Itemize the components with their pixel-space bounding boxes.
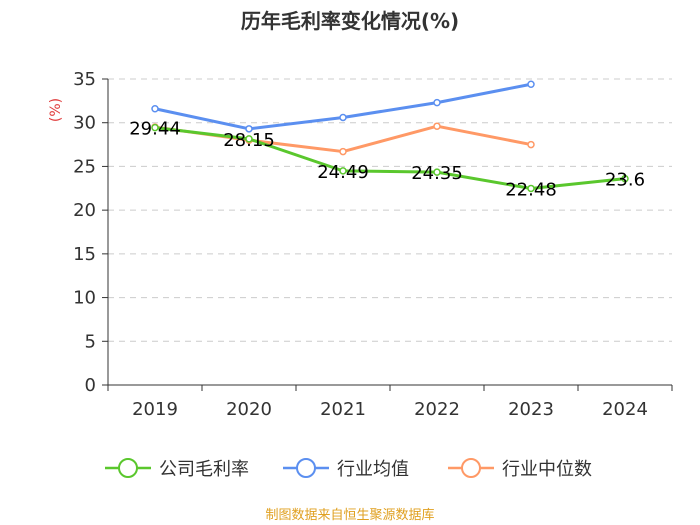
series-1	[151, 80, 535, 133]
x-tick-label: 2021	[320, 399, 366, 420]
y-tick-label: 25	[73, 156, 96, 177]
x-tick-label: 2023	[508, 399, 554, 420]
y-tick-label: 20	[73, 200, 96, 221]
legend-label: 行业中位数	[502, 459, 592, 480]
x-tick-label: 2024	[602, 399, 648, 420]
legend-marker	[461, 458, 481, 478]
legend-item-1[interactable]: 行业均值	[283, 458, 409, 480]
data-point[interactable]	[339, 167, 347, 175]
data-point[interactable]	[245, 135, 253, 143]
series-line	[154, 126, 626, 190]
source-note: 制图数据来自恒生聚源数据库	[265, 507, 434, 523]
series-layer	[151, 80, 629, 193]
x-tick-label: 2019	[132, 399, 178, 420]
data-point[interactable]	[245, 125, 253, 133]
legend-marker	[296, 458, 316, 478]
y-tick-label: 35	[73, 69, 96, 90]
data-point[interactable]	[527, 140, 535, 149]
data-labels: 29.44 28.15 24.49 24.35 22.48 23.6	[129, 119, 645, 201]
data-point[interactable]	[621, 174, 629, 183]
legend-item-2[interactable]: 行业中位数	[448, 458, 592, 480]
y-tick-label: 10	[73, 288, 96, 309]
data-label: 24.35	[411, 163, 463, 184]
legend-item-0[interactable]: 公司毛利率	[105, 458, 249, 480]
legend-label: 行业均值	[337, 459, 409, 480]
grid	[108, 78, 672, 342]
data-point[interactable]	[433, 168, 441, 176]
data-point[interactable]	[433, 98, 441, 107]
legend-marker	[118, 458, 138, 478]
y-tick-label: 30	[73, 113, 96, 134]
x-tick-label: 2022	[414, 399, 460, 420]
data-point[interactable]	[151, 123, 159, 132]
data-point[interactable]	[433, 122, 441, 130]
series-line	[154, 82, 532, 131]
axes: 0 5 10 15 20 25 30 35 2019 2020 2021 2022 2023 2024	[73, 69, 673, 420]
x-tick-label: 2020	[226, 399, 272, 420]
chart-title: 历年毛利率变化情况(%)	[241, 9, 459, 33]
y-tick-label: 15	[73, 244, 96, 265]
data-point[interactable]	[151, 104, 159, 113]
y-axis-label: (%)	[48, 98, 64, 122]
series-2	[151, 122, 535, 156]
data-point[interactable]	[339, 113, 347, 122]
data-label: 23.6	[605, 170, 645, 191]
data-point[interactable]	[527, 184, 535, 193]
y-tick-label: 5	[85, 331, 96, 352]
legend[interactable]: 公司毛利率 行业均值 行业中位数	[105, 458, 592, 480]
data-point[interactable]	[527, 80, 535, 88]
series-line	[154, 124, 532, 154]
data-label: 22.48	[505, 179, 557, 200]
y-tick-label: 0	[85, 375, 96, 396]
data-label: 24.49	[317, 162, 369, 183]
series-0	[151, 123, 629, 193]
data-label: 28.15	[223, 130, 275, 151]
data-label: 29.44	[129, 119, 181, 140]
data-point[interactable]	[339, 147, 347, 156]
legend-label: 公司毛利率	[159, 459, 249, 480]
